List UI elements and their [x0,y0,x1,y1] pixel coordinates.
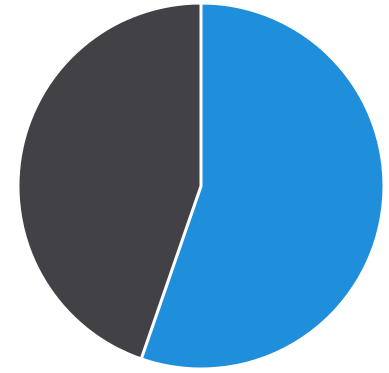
pie-slice-2 [16,1,203,361]
pie-slices [16,1,386,371]
